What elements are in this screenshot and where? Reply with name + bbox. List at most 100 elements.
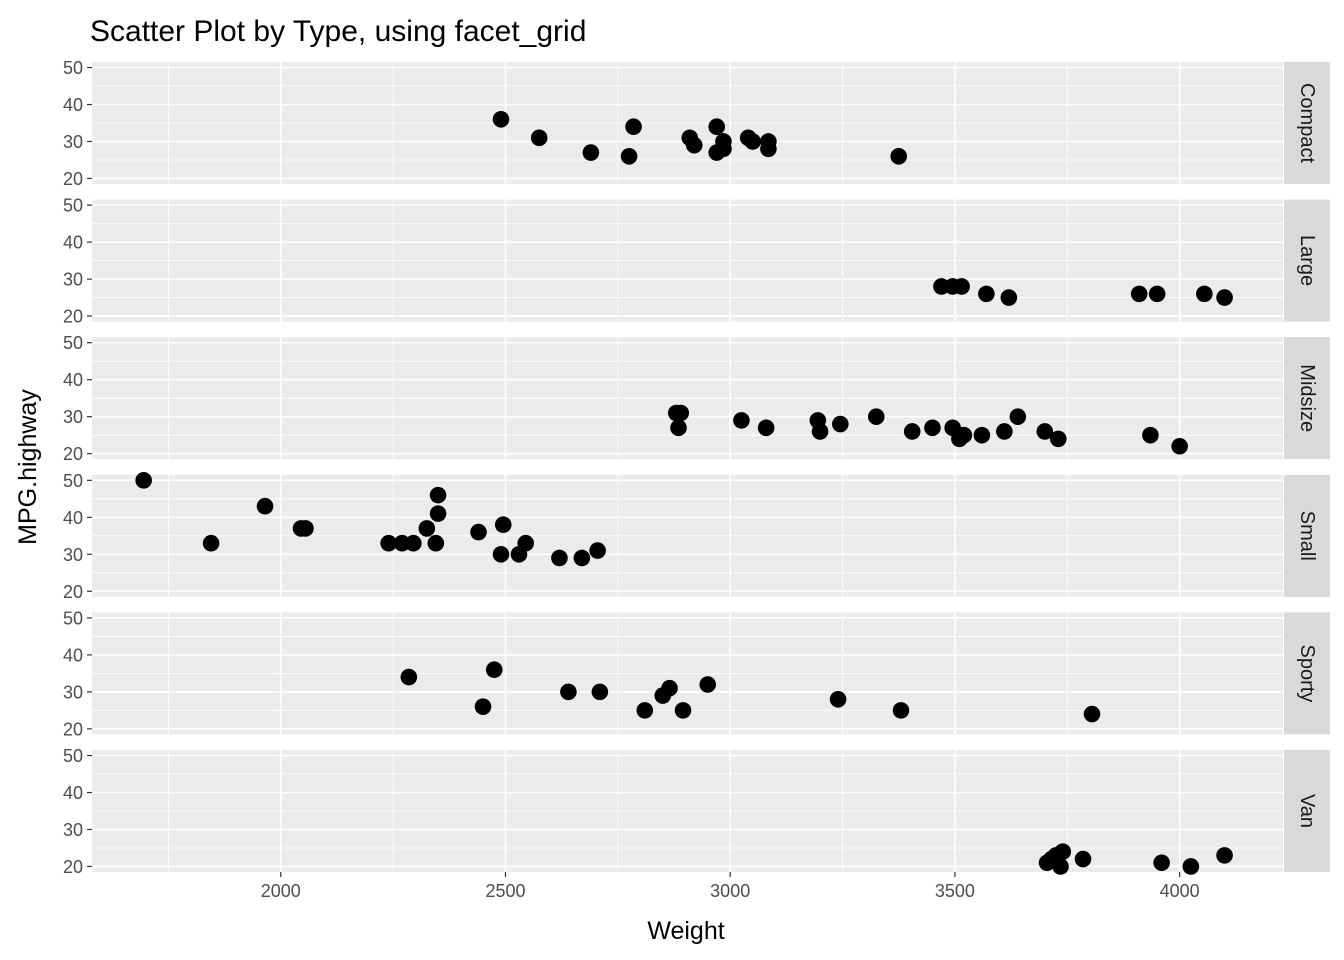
data-point — [760, 140, 777, 158]
x-axis-title: Weight — [647, 917, 724, 945]
data-point — [733, 412, 750, 429]
facet-strip — [1284, 612, 1330, 735]
data-point — [1130, 285, 1148, 303]
data-point — [685, 136, 703, 154]
data-point — [1054, 843, 1072, 860]
y-tick-label: 30 — [63, 820, 83, 840]
data-point — [661, 679, 678, 697]
data-point — [380, 534, 397, 552]
data-point — [256, 497, 274, 515]
data-point — [744, 133, 761, 150]
facet-strip-label: Van — [1296, 794, 1318, 828]
data-point — [953, 278, 970, 295]
x-tick-label: 3500 — [935, 881, 975, 901]
data-point — [670, 419, 687, 437]
chart-title: Scatter Plot by Type, using facet_grid — [90, 15, 586, 48]
data-point — [867, 408, 885, 425]
data-point — [708, 118, 726, 135]
y-tick-label: 20 — [63, 719, 83, 739]
x-tick-label: 2500 — [485, 881, 525, 901]
y-tick-label: 20 — [63, 857, 83, 877]
data-point — [400, 668, 418, 686]
facet-panels: 20 30 40 50 Compact 20 30 40 50 Large 20 30 40 50 Mids… — [63, 58, 1330, 877]
data-point — [429, 486, 447, 504]
x-tick-label: 2000 — [261, 881, 301, 901]
data-point — [1153, 854, 1170, 872]
data-point — [470, 523, 487, 541]
data-point — [903, 423, 921, 440]
data-point — [418, 520, 436, 537]
facet-strip — [1284, 474, 1330, 597]
data-point — [699, 676, 717, 693]
data-point — [674, 702, 692, 719]
data-point — [1142, 426, 1159, 444]
y-tick-label: 20 — [63, 444, 83, 464]
facet-strip-label: Midsize — [1296, 364, 1318, 432]
data-point — [1171, 437, 1188, 455]
data-point — [757, 419, 775, 437]
data-point — [924, 419, 941, 437]
data-point — [1148, 285, 1166, 303]
data-point — [811, 423, 829, 440]
y-tick-label: 40 — [63, 233, 83, 253]
data-point — [135, 472, 152, 489]
data-point — [1216, 289, 1233, 306]
facet-strip — [1284, 337, 1330, 460]
data-point — [1036, 423, 1054, 440]
y-tick-label: 50 — [63, 608, 83, 628]
facet-strip-label: Small — [1296, 511, 1318, 561]
data-point — [672, 404, 690, 422]
x-tick-label: 3000 — [710, 881, 750, 901]
data-point — [1216, 847, 1233, 864]
data-point — [1196, 285, 1213, 303]
y-tick-label: 20 — [63, 307, 83, 327]
data-point — [474, 698, 492, 715]
facet-panel-large: 20 30 40 50 Large — [63, 196, 1330, 327]
y-tick-label: 20 — [63, 582, 83, 602]
y-tick-label: 50 — [63, 333, 83, 353]
data-point — [1049, 430, 1067, 448]
data-point — [832, 415, 849, 433]
facet-strip — [1284, 750, 1330, 872]
y-tick-label: 20 — [63, 169, 83, 189]
data-point — [625, 118, 642, 135]
data-point — [890, 147, 908, 165]
facet-panel-sporty: 20 30 40 50 Sporty — [63, 608, 1330, 739]
y-tick-label: 40 — [63, 95, 83, 115]
data-point — [636, 702, 654, 719]
facet-panel-midsize: 20 30 40 50 Midsize — [63, 333, 1330, 464]
data-point — [996, 423, 1013, 440]
data-point — [829, 690, 847, 708]
facet-strip — [1284, 199, 1330, 322]
data-point — [405, 534, 422, 552]
data-point — [715, 133, 732, 150]
facet-strip-label: Large — [1296, 235, 1318, 286]
data-point — [492, 111, 510, 128]
facet-strip-label: Sporty — [1296, 644, 1318, 702]
data-point — [582, 144, 600, 161]
y-tick-label: 40 — [63, 783, 83, 803]
data-point — [1182, 858, 1200, 875]
y-tick-label: 50 — [63, 58, 83, 78]
data-point — [591, 683, 609, 701]
facet-panel-van: 20 30 40 50 Van — [63, 746, 1330, 877]
data-point — [955, 426, 973, 444]
data-point — [978, 285, 995, 303]
facet-panel-small: 20 30 40 50 Small — [63, 471, 1330, 602]
y-tick-label: 30 — [63, 132, 83, 152]
facet-panel-compact: 20 30 40 50 Compact — [63, 58, 1330, 189]
data-point — [494, 516, 512, 534]
data-point — [297, 520, 314, 537]
data-point — [589, 542, 606, 559]
facet-strip-label: Compact — [1296, 83, 1318, 163]
data-point — [530, 129, 548, 147]
data-point — [1009, 408, 1027, 425]
y-tick-label: 50 — [63, 746, 83, 766]
y-axis-title: MPG.highway — [14, 389, 42, 545]
data-point — [485, 661, 503, 679]
data-point — [1074, 850, 1092, 868]
data-point — [1052, 858, 1069, 875]
data-point — [492, 545, 510, 563]
data-point — [429, 505, 447, 522]
